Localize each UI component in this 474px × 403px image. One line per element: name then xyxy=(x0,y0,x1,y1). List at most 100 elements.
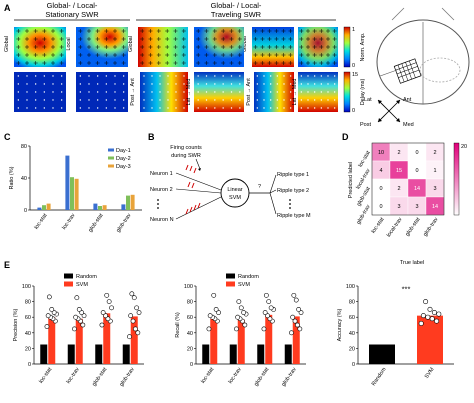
electrode-dot xyxy=(263,75,265,77)
b-output-2: Ripple type 2 xyxy=(277,188,309,194)
electrode-dot xyxy=(88,99,90,101)
e1-bar-random xyxy=(122,344,130,364)
electrode-dot xyxy=(230,75,233,77)
electrode-mark xyxy=(16,29,21,33)
electrode-dot xyxy=(114,91,116,93)
electrode-mark xyxy=(173,53,178,57)
electrode-dot xyxy=(159,107,161,109)
e1-point xyxy=(80,322,86,328)
a-colorbar-amp-min: 0 xyxy=(352,63,355,69)
e1-point xyxy=(74,295,80,301)
electrode-dot xyxy=(300,99,303,101)
brain-schematic xyxy=(376,7,470,105)
electrode-dot xyxy=(88,75,90,77)
electrode-mark xyxy=(121,61,126,65)
electrode-mark xyxy=(140,61,145,65)
e3-significance: *** xyxy=(402,284,411,293)
electrode-dot xyxy=(214,107,216,109)
electrode-mark xyxy=(312,29,317,33)
electrode-mark xyxy=(78,45,83,49)
electrode-dot xyxy=(114,99,116,101)
electrode-mark xyxy=(229,29,234,33)
b-neuron-1: Neuron 1 xyxy=(150,171,173,177)
electrode-mark xyxy=(87,29,91,33)
electrode-dot xyxy=(151,99,153,101)
electrode-mark xyxy=(173,37,178,41)
electrode-dot xyxy=(256,107,259,109)
electrode-mark xyxy=(173,45,178,49)
e2-point xyxy=(295,322,300,328)
c-legend-swatch xyxy=(108,164,114,168)
electrode-dot xyxy=(114,75,116,77)
electrode-dot xyxy=(183,75,185,77)
d-cell-value: 0 xyxy=(379,204,382,210)
electrode-mark xyxy=(332,53,337,57)
electrode-mark xyxy=(332,37,337,41)
electrode-mark xyxy=(281,53,286,57)
electrode-mark xyxy=(229,45,234,49)
electrode-dot xyxy=(333,99,336,101)
e1-ylabel: Precision (%) xyxy=(13,308,19,341)
c-bar-day-3 xyxy=(74,178,79,210)
electrode-dot xyxy=(151,91,153,93)
electrode-mark xyxy=(33,45,38,49)
electrode-mark xyxy=(326,45,330,49)
electrode-mark xyxy=(288,61,293,65)
c-bar-day-1 xyxy=(37,207,42,210)
electrode-mark xyxy=(59,37,64,41)
e3-xtick-label: SVM xyxy=(424,366,436,380)
electrode-dot xyxy=(256,91,259,93)
electrode-dot xyxy=(96,91,99,93)
d-cell-value: 0 xyxy=(415,150,418,156)
e1-bar-svm xyxy=(103,313,111,364)
e2-point xyxy=(234,326,239,332)
a-dir-label-1: Post → Ant xyxy=(130,78,136,106)
electrode-mark xyxy=(104,45,109,49)
e1-point xyxy=(51,310,57,315)
electrode-dot xyxy=(105,75,108,77)
compass-post: Post xyxy=(360,122,371,128)
electrode-mark xyxy=(229,61,234,65)
electrode-dot xyxy=(197,83,199,85)
electrode-dot xyxy=(276,75,279,77)
a-col-label-global-2: Global xyxy=(128,36,134,52)
electrode-mark xyxy=(260,29,265,33)
electrode-dot xyxy=(183,91,185,93)
ratio-bar-chart: 0 40 80 Ratio (%) loc-stat loc-trav glob-stat g… xyxy=(9,144,142,234)
b-neuron-2: Neuron 2 xyxy=(150,187,173,193)
d-xlabel: True label xyxy=(400,260,424,266)
electrode-dot xyxy=(34,83,37,85)
electrode-mark xyxy=(42,37,47,41)
e1-ytick-label: 60 xyxy=(25,315,31,321)
c-xtick-label: loc-stat xyxy=(34,212,49,230)
electrode-dot xyxy=(114,83,116,85)
e2-point xyxy=(290,314,296,320)
electrode-mark xyxy=(33,61,38,65)
a-delay-map-6 xyxy=(298,72,338,112)
electrode-dot xyxy=(239,99,241,101)
e1-point xyxy=(130,318,136,324)
electrode-dot xyxy=(105,83,108,85)
electrode-mark xyxy=(87,37,91,41)
electrode-mark xyxy=(78,37,83,41)
c-ytick-label: 40 xyxy=(21,176,27,182)
electrode-mark xyxy=(288,53,293,57)
e1-ytick-label: 0 xyxy=(28,362,31,368)
c-legend-label: Day-3 xyxy=(116,164,131,170)
e1-xtick-label: loc-trav xyxy=(66,367,81,385)
e2-ytick-label: 0 xyxy=(190,362,193,368)
electrode-dot xyxy=(122,75,125,77)
electrode-dot xyxy=(239,83,241,85)
electrode-mark xyxy=(95,37,100,41)
panel-d-label: D xyxy=(342,132,349,142)
electrode-dot xyxy=(313,107,316,109)
e1-point xyxy=(131,295,137,301)
electrode-dot xyxy=(143,83,145,85)
e2-point xyxy=(265,313,270,319)
a-group-left-line1: Global- / Local- xyxy=(47,1,98,10)
a-colorbar-amp xyxy=(343,26,351,68)
electrode-mark xyxy=(87,45,91,49)
electrode-mark xyxy=(196,61,201,65)
electrode-dot xyxy=(52,99,54,101)
